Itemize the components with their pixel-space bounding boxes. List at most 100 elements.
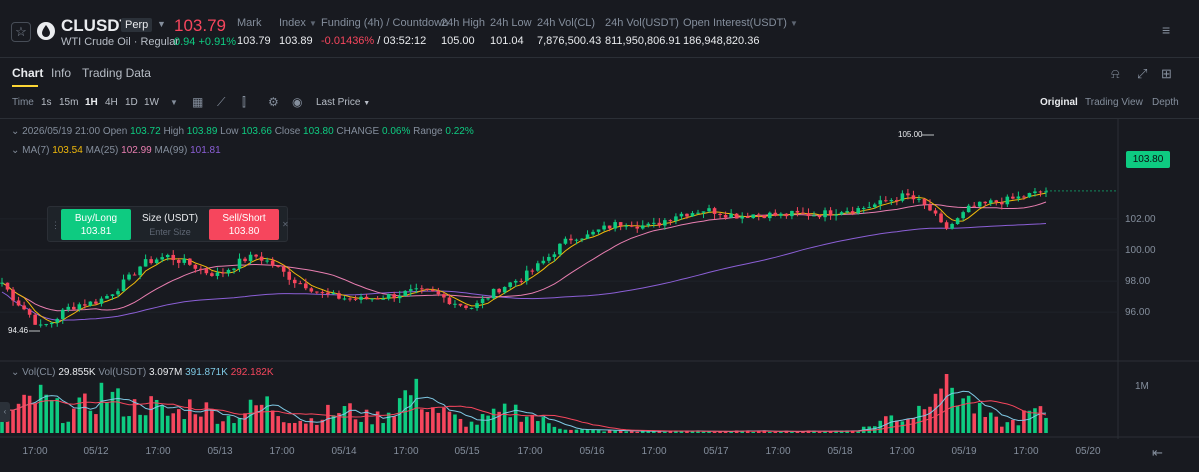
volume-bar (768, 431, 772, 433)
candle-body (640, 225, 645, 229)
interval-1d[interactable]: 1D (125, 97, 138, 108)
volume-bar (127, 416, 131, 433)
candle-body (872, 204, 877, 208)
buy-long-button[interactable]: Buy/Long 103.81 (61, 209, 131, 240)
candle-body (94, 301, 98, 304)
star-icon[interactable]: ☆ (11, 22, 31, 42)
candle-body (44, 324, 48, 326)
volume-bar (298, 420, 303, 433)
candle-body (972, 205, 976, 207)
collapse-chevron-icon[interactable]: ⌄ (11, 145, 20, 156)
candle-body (221, 272, 225, 274)
volume-bar (977, 403, 982, 433)
time-label: Time (12, 97, 34, 108)
interval-dropdown-icon[interactable]: ▼ (170, 98, 178, 107)
close-icon[interactable]: ✕ (282, 220, 289, 229)
price-type-select[interactable]: Last Price ▼ (316, 97, 371, 108)
volume-bar (933, 393, 938, 433)
collapse-chevron-icon[interactable]: ⌄ (11, 367, 20, 378)
volume-bar (72, 408, 76, 433)
tab-chart[interactable]: Chart (12, 66, 44, 80)
dropdown-caret-icon[interactable]: ▼ (789, 19, 798, 28)
drag-handle-icon[interactable]: ⋮⋮ (51, 220, 69, 230)
candle-body (469, 307, 474, 309)
candle-body (121, 279, 126, 292)
candle-body (458, 303, 463, 306)
sell-short-button[interactable]: Sell/Short 103.80 (209, 209, 279, 240)
candlestick-chart[interactable]: 102.00 100.00 98.00 96.00 1M 17:00 05/12 17:00 0… (0, 118, 1199, 457)
contract-type-badge[interactable]: Perp (121, 18, 153, 32)
candle-body (304, 283, 308, 289)
candle-body (348, 298, 352, 300)
stat-24h-vol-usdt: 24h Vol(USDT) 811,950,806.91 (605, 17, 681, 47)
candle-body (265, 260, 269, 262)
volume-bar (983, 417, 988, 433)
price-tick-label: 100.00 (1125, 245, 1156, 256)
candle-body (624, 225, 628, 227)
volume-bar (348, 403, 352, 433)
more-icon[interactable]: ≡ (1162, 22, 1171, 38)
view-trading-view[interactable]: Trading View (1085, 97, 1143, 108)
candle-body (988, 200, 993, 204)
interval-1s[interactable]: 1s (41, 97, 52, 108)
volume-bar (442, 407, 446, 433)
volume-bar (176, 409, 181, 433)
candle-body (635, 226, 640, 229)
volume-bar (1044, 417, 1048, 433)
target-icon[interactable]: ◉ (292, 95, 303, 109)
volume-bar (1022, 410, 1026, 433)
candle-body (917, 198, 921, 200)
chart-canvas[interactable]: 102.00 100.00 98.00 96.00 1M 17:00 05/12 17:00 0… (0, 119, 1199, 472)
candle-body (138, 266, 142, 276)
interval-1w[interactable]: 1W (144, 97, 159, 108)
tab-info[interactable]: Info (51, 66, 72, 80)
collapse-chevron-icon[interactable]: ⌄ (11, 126, 20, 137)
view-depth[interactable]: Depth (1152, 97, 1179, 108)
volume-bar (906, 418, 910, 433)
candle-type-icon[interactable]: ⫿ (242, 95, 246, 109)
volume-bar (110, 391, 115, 433)
candle-body (723, 215, 728, 218)
candle-body (950, 223, 954, 229)
volume-bar (1027, 410, 1032, 433)
size-input[interactable] (137, 225, 203, 238)
chevron-down-icon[interactable]: ▼ (157, 19, 166, 29)
volume-bar (431, 407, 435, 433)
volume-bar (889, 415, 894, 433)
volume-bar (447, 411, 452, 433)
view-original[interactable]: Original (1040, 97, 1078, 108)
candle-body (602, 225, 606, 230)
interval-1h[interactable]: 1H (85, 97, 98, 108)
volume-bar (530, 414, 535, 433)
volume-bar (856, 430, 860, 433)
candle-body (845, 211, 849, 213)
reset-scale-icon[interactable]: ⇤ (1152, 445, 1163, 460)
candle-body (618, 222, 623, 226)
candle-body (386, 294, 391, 299)
volume-bar (475, 424, 479, 433)
candle-body (309, 288, 314, 292)
volume-bar (38, 384, 43, 433)
stat-mark: Mark 103.79 (237, 17, 271, 47)
bell-icon[interactable]: ⍾ (1111, 66, 1120, 81)
indicator-icon[interactable]: ⟋ (217, 95, 226, 109)
calendar-icon[interactable]: ▦ (192, 95, 204, 109)
candle-body (558, 243, 562, 255)
expand-icon[interactable]: ⤢ (1137, 66, 1148, 81)
dropdown-caret-icon[interactable]: ▼ (308, 19, 317, 28)
interval-15m[interactable]: 15m (59, 97, 79, 108)
tab-trading-data[interactable]: Trading Data (82, 66, 151, 80)
candle-body (392, 294, 396, 299)
settings-sliders-icon[interactable]: ⚙ (268, 95, 279, 109)
symbol-name[interactable]: CLUSDT (61, 16, 130, 35)
candle-body (911, 195, 916, 200)
volume-bar (83, 393, 87, 433)
layout-grid-icon[interactable]: ⊞ (1161, 66, 1172, 81)
candle-body (331, 293, 336, 295)
candle-body (994, 200, 999, 203)
candle-body (66, 306, 71, 310)
instrument-name: WTI Crude Oil · Regular (61, 36, 179, 48)
interval-4h[interactable]: 4H (105, 97, 118, 108)
candle-body (320, 292, 325, 294)
scroll-left-handle[interactable]: ‹ (0, 402, 10, 422)
